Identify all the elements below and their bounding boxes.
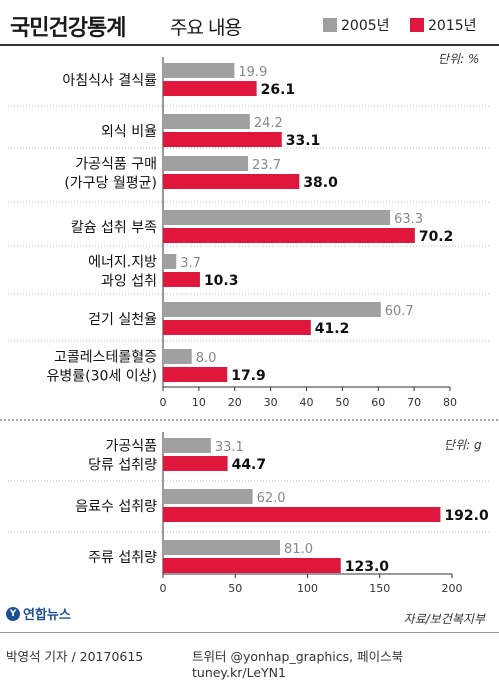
value-label-2005: 60.7 bbox=[385, 304, 414, 319]
legend-label-2015: 2015년 bbox=[428, 18, 477, 34]
category-label: 과잉 섭취 bbox=[101, 274, 157, 290]
value-label-2005: 8.0 bbox=[196, 351, 217, 366]
value-label-2015: 41.2 bbox=[315, 321, 350, 337]
category-label: 고콜레스테롤혈증 bbox=[54, 350, 157, 366]
bar-2005 bbox=[163, 302, 381, 317]
value-label-2005: 23.7 bbox=[252, 158, 281, 173]
legend-item-2015: 2015년 bbox=[410, 17, 477, 34]
legend-label-2005: 2005년 bbox=[341, 18, 390, 34]
x-tick-label: 80 bbox=[443, 396, 457, 409]
x-tick-label: 10 bbox=[192, 396, 206, 409]
bar-2005 bbox=[163, 254, 177, 269]
bar-2015 bbox=[163, 132, 282, 147]
bar-2015 bbox=[163, 81, 257, 96]
x-tick-label: 50 bbox=[335, 396, 349, 409]
value-label-2015: 44.7 bbox=[232, 457, 267, 473]
source-note: 자료/보건복지부 bbox=[403, 612, 485, 626]
unit-label-percent: 단위: % bbox=[438, 52, 480, 66]
value-label-2005: 81.0 bbox=[284, 542, 313, 557]
value-label-2015: 17.9 bbox=[231, 368, 266, 384]
category-label: 당류 섭취량 bbox=[88, 458, 157, 474]
legend-item-2005: 2005년 bbox=[323, 17, 390, 34]
x-tick-label: 60 bbox=[371, 396, 385, 409]
footer: 박영석 기자 / 20170615 트위터 @yonhap_graphics, … bbox=[0, 632, 499, 680]
category-label: 가공식품 bbox=[105, 439, 157, 455]
bar-2005 bbox=[163, 349, 192, 364]
x-tick-label: 0 bbox=[160, 582, 167, 595]
category-label: 가공식품 구매 bbox=[75, 157, 157, 173]
bar-2015 bbox=[163, 507, 441, 522]
category-label: 주류 섭취량 bbox=[88, 550, 157, 566]
value-label-2005: 63.3 bbox=[394, 212, 423, 227]
value-label-2015: 26.1 bbox=[261, 82, 296, 98]
unit-label-gram: 단위: g bbox=[444, 438, 482, 452]
x-tick-label: 200 bbox=[442, 582, 463, 595]
header-divider bbox=[0, 44, 499, 46]
value-label-2005: 62.0 bbox=[257, 491, 286, 506]
x-tick-label: 150 bbox=[369, 582, 390, 595]
bar-2015 bbox=[163, 272, 200, 287]
category-label: 음료수 섭취량 bbox=[75, 499, 157, 515]
bar-2005 bbox=[163, 63, 235, 78]
category-label: 칼슘 섭취 부족 bbox=[71, 220, 157, 236]
value-label-2015: 192.0 bbox=[444, 508, 489, 524]
value-label-2015: 38.0 bbox=[303, 175, 338, 191]
bar-2005 bbox=[163, 438, 211, 453]
x-tick-label: 40 bbox=[300, 396, 314, 409]
bar-2005 bbox=[163, 540, 281, 555]
category-label: 에너지.지방 bbox=[88, 255, 157, 271]
x-tick-label: 20 bbox=[228, 396, 242, 409]
value-label-2005: 33.1 bbox=[215, 440, 244, 455]
yonhap-logo-text: 연합뉴스 bbox=[23, 608, 71, 623]
category-label: (가구당 월평균) bbox=[64, 176, 157, 192]
yonhap-logo: Y 연합뉴스 bbox=[6, 604, 71, 623]
legend-swatch-2015 bbox=[410, 18, 424, 32]
x-tick-label: 100 bbox=[297, 582, 318, 595]
value-label-2015: 33.1 bbox=[286, 133, 321, 149]
bar-2005 bbox=[163, 210, 391, 225]
page-subtitle: 주요 내용 bbox=[170, 17, 242, 39]
bar-2015 bbox=[163, 228, 415, 243]
x-tick-label: 50 bbox=[228, 582, 242, 595]
bar-2005 bbox=[163, 489, 253, 504]
category-label: 아침식사 결식률 bbox=[62, 73, 157, 89]
legend-swatch-2005 bbox=[323, 18, 337, 32]
value-label-2005: 24.2 bbox=[254, 116, 283, 131]
category-label: 걷기 실천율 bbox=[88, 312, 157, 328]
bar-2015 bbox=[163, 174, 300, 189]
category-label: 유병률(30세 이상) bbox=[47, 369, 157, 385]
bar-2005 bbox=[163, 156, 249, 171]
value-label-2005: 19.9 bbox=[238, 65, 267, 80]
x-tick-label: 0 bbox=[160, 396, 167, 409]
bar-2015 bbox=[163, 320, 311, 335]
yonhap-logo-mark: Y bbox=[6, 606, 20, 621]
page-title: 국민건강통계 bbox=[10, 16, 126, 41]
bar-2005 bbox=[163, 114, 250, 129]
bar-2015 bbox=[163, 367, 228, 382]
value-label-2015: 70.2 bbox=[419, 229, 454, 245]
reporter-credit: 박영석 기자 / 20170615 bbox=[6, 649, 144, 664]
bar-2015 bbox=[163, 456, 228, 471]
value-label-2005: 3.7 bbox=[180, 256, 201, 271]
x-tick-label: 30 bbox=[264, 396, 278, 409]
value-label-2015: 10.3 bbox=[204, 273, 239, 289]
value-label-2015: 123.0 bbox=[345, 559, 390, 575]
x-tick-label: 70 bbox=[407, 396, 421, 409]
bar-2015 bbox=[163, 558, 341, 573]
category-label: 외식 비율 bbox=[101, 124, 157, 140]
